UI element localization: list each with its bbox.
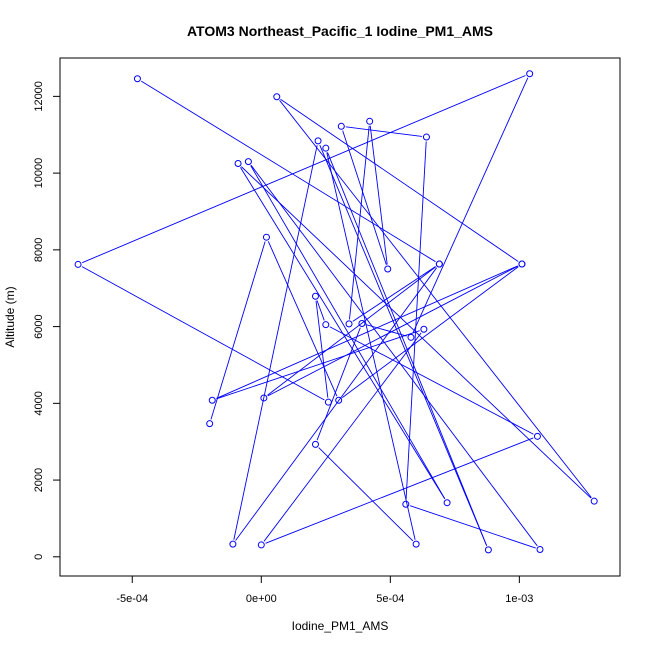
- series-segment: [342, 266, 519, 398]
- data-point: [234, 160, 242, 168]
- data-point: [420, 325, 428, 333]
- data-point: [206, 420, 214, 428]
- series-segment: [316, 327, 361, 441]
- series-segment: [409, 505, 536, 549]
- data-point: [407, 333, 415, 341]
- y-tick-label: 4000: [33, 391, 45, 415]
- series-segment: [216, 265, 518, 399]
- data-point: [422, 133, 430, 141]
- y-axis-label: Altitude (m): [3, 286, 17, 347]
- data-point: [345, 320, 353, 328]
- x-axis: -5e-04 0e+00 5e-04 1e-03: [116, 575, 533, 605]
- data-point: [384, 265, 392, 273]
- plot-frame: [59, 57, 621, 577]
- y-tick-label: 8000: [33, 238, 45, 262]
- data-point: [208, 396, 216, 404]
- data-point: [314, 137, 322, 145]
- series-segment: [233, 145, 318, 540]
- series-segment: [349, 125, 370, 320]
- x-tick-label: 1e-03: [505, 593, 533, 605]
- series-segment: [267, 241, 338, 397]
- chart-title: ATOM3 Northeast_Pacific_1 Iodine_PM1_AMS: [187, 23, 493, 39]
- series-segment: [352, 266, 436, 322]
- series-segment: [263, 332, 422, 542]
- y-tick-label: 12000: [33, 81, 45, 112]
- series-segment: [318, 447, 414, 542]
- data-point: [74, 260, 82, 268]
- data-point: [311, 440, 319, 448]
- series-segment: [329, 326, 534, 435]
- data-point: [533, 432, 541, 440]
- series-segment: [265, 437, 534, 544]
- series-segment: [210, 241, 266, 420]
- data-point: [322, 321, 330, 329]
- series-segment: [315, 300, 329, 398]
- series-segment: [280, 98, 519, 262]
- data-point: [337, 122, 345, 130]
- x-axis-label: Iodine_PM1_AMS: [292, 619, 389, 633]
- series-segment: [319, 144, 488, 546]
- y-tick-label: 10000: [33, 158, 45, 189]
- y-tick-label: 6000: [33, 314, 45, 338]
- data-point: [133, 75, 141, 83]
- y-tick-label: 0: [33, 554, 45, 560]
- data-point: [311, 292, 319, 300]
- series-segment: [267, 265, 519, 397]
- data-point: [402, 500, 410, 508]
- data-point: [322, 144, 330, 152]
- data-point: [412, 540, 420, 548]
- data-point: [324, 398, 332, 406]
- data-point: [435, 260, 443, 268]
- data-point: [335, 396, 343, 404]
- x-tick-label: 0e+00: [246, 593, 277, 605]
- data-point: [244, 158, 252, 166]
- series-segment: [405, 141, 427, 500]
- data-point: [260, 394, 268, 402]
- data-point: [536, 546, 544, 554]
- series-markers: [74, 70, 598, 554]
- data-point: [229, 540, 237, 548]
- series-segment: [316, 300, 325, 321]
- data-point: [257, 541, 265, 549]
- data-point: [262, 233, 270, 241]
- series-segment: [366, 324, 407, 337]
- series-segment: [326, 152, 416, 540]
- data-point: [526, 70, 534, 78]
- data-point: [443, 499, 451, 507]
- series-segment: [216, 330, 420, 400]
- series-segment: [279, 100, 592, 498]
- series-segment: [342, 130, 387, 265]
- data-point: [366, 117, 374, 125]
- data-point: [358, 320, 366, 328]
- x-tick-label: 5e-04: [376, 593, 404, 605]
- series-segment: [250, 164, 538, 547]
- data-point: [273, 93, 281, 101]
- series-segment: [141, 80, 436, 263]
- y-tick-label: 2000: [33, 468, 45, 492]
- y-axis: 0 2000 4000 6000 8000 10000 12000: [33, 81, 61, 560]
- series-segment: [267, 266, 437, 396]
- series-segment: [412, 77, 529, 334]
- data-point: [518, 260, 526, 268]
- x-tick-label: -5e-04: [116, 593, 148, 605]
- series-segment: [82, 75, 526, 264]
- series-segment: [235, 267, 438, 541]
- series-segment: [81, 266, 325, 401]
- series-segment: [345, 126, 423, 137]
- series-segment: [250, 165, 446, 500]
- series-segment: [369, 125, 388, 265]
- series-line: [81, 75, 592, 549]
- data-point: [590, 497, 598, 505]
- data-point: [484, 546, 492, 554]
